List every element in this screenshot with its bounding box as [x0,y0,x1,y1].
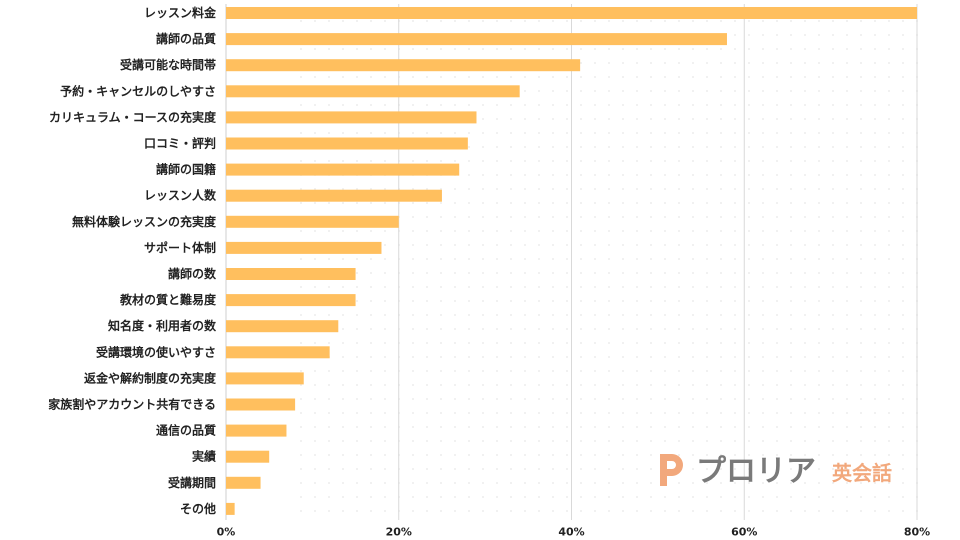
bar [226,241,382,254]
category-label: 予約・キャンセルのしやすさ [60,83,216,98]
x-tick-label: 20% [386,526,412,539]
category-label: 講師の国籍 [156,162,216,177]
bar [226,294,356,307]
category-label: 返金や解約制度の充実度 [84,370,217,385]
bars [226,7,917,515]
category-label: 口コミ・評判 [144,136,216,151]
bar [226,137,468,150]
bar [226,268,356,280]
category-label: 受講期間 [168,475,216,490]
x-tick-labels: 0% 20% 40% 60% 80% [217,526,931,539]
category-label: 教材の質と難易度 [119,292,217,307]
bar [226,320,339,333]
dotted-background [300,20,920,520]
bar [226,398,296,411]
bar [226,502,235,515]
x-tick-label: 80% [904,526,930,539]
logo-mark-icon [660,454,683,486]
bar [226,450,270,463]
category-label: レッスン料金 [144,5,217,20]
bar [226,189,442,202]
bar [226,59,581,72]
bar [226,163,460,176]
bar [226,372,304,385]
category-label: カリキュラム・コースの充実度 [49,109,217,124]
category-labels: レッスン料金講師の品質受講可能な時間帯予約・キャンセルのしやすさカリキュラム・コ… [48,5,217,516]
category-label: レッスン人数 [144,188,217,203]
brand-logo: プロリア 英会話 [660,454,892,489]
category-label: 通信の品質 [156,423,216,438]
category-label: 家族割やアカウント共有できる [48,397,216,412]
bar [226,7,917,19]
x-tick-label: 60% [731,526,757,539]
bar [226,111,477,124]
category-label: 受講可能な時間帯 [120,57,216,72]
bar [226,346,330,359]
bar [226,215,399,228]
category-label: 知名度・利用者の数 [107,318,217,333]
bar [226,476,261,489]
category-label: 無料体験レッスンの充実度 [72,214,217,229]
category-label: 講師の品質 [156,31,216,46]
x-tick-label: 0% [217,526,236,539]
bar [226,33,727,46]
bar [226,85,520,98]
logo-suffix: 英会話 [832,461,892,485]
category-label: サポート体制 [144,240,216,255]
x-tick-label: 40% [558,526,584,539]
bar [226,424,287,437]
category-label: 講師の数 [168,266,217,281]
category-label: その他 [180,501,216,516]
category-label: 受講環境の使いやすさ [96,344,216,359]
logo-name: プロリア [696,454,816,489]
category-label: 実績 [192,449,216,464]
